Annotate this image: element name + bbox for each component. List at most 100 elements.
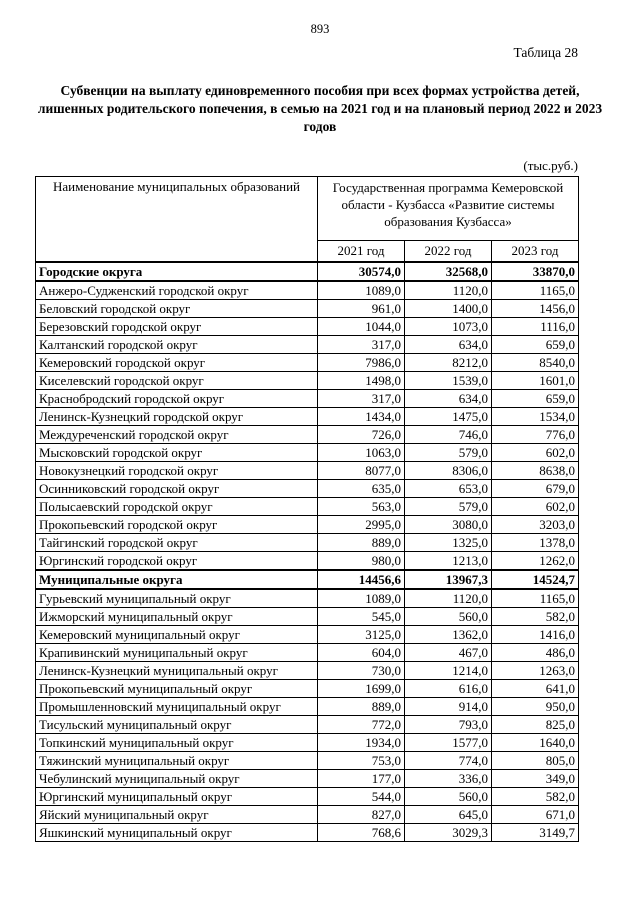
value-cell: 889,0	[317, 532, 405, 552]
table-row: Ижморский муниципальный округ 545,0 560,0 5…	[35, 606, 579, 626]
value-cell: 604,0	[317, 642, 405, 662]
column-header-municipalities: Наименование муниципальных образований	[35, 176, 318, 262]
value-cell: 1116,0	[491, 316, 579, 336]
municipality-name: Киселевский городской округ	[35, 370, 318, 390]
value-cell: 961,0	[317, 298, 405, 318]
municipality-name: Ленинск-Кузнецкий городской округ	[35, 406, 318, 426]
value-cell: 486,0	[491, 642, 579, 662]
table-row: Новокузнецкий городской округ 8077,0 8306,…	[35, 460, 579, 480]
table-body: Городские округа 30574,0 32568,0 33870,0 Анж…	[35, 260, 579, 842]
value-cell: 336,0	[404, 768, 492, 788]
value-cell: 3125,0	[317, 624, 405, 644]
municipality-name: Яйский муниципальный округ	[35, 804, 318, 824]
value-cell: 1073,0	[404, 316, 492, 336]
header-row-program: Наименование муниципальных образований Г…	[35, 176, 579, 262]
municipality-name: Анжеро-Судженский городской округ	[35, 280, 318, 300]
municipality-name: Яшкинский муниципальный округ	[35, 822, 318, 842]
value-cell: 7986,0	[317, 352, 405, 372]
value-cell: 774,0	[404, 750, 492, 770]
value-cell: 1263,0	[491, 660, 579, 680]
value-cell: 1601,0	[491, 370, 579, 390]
value-cell: 1165,0	[491, 588, 579, 608]
table-row: Чебулинский муниципальный округ 177,0 336,…	[35, 768, 579, 788]
table-row: Прокопьевский городской округ 2995,0 3080,…	[35, 514, 579, 534]
value-cell: 659,0	[491, 388, 579, 408]
table-row: Юргинский городской округ 980,0 1213,0 1262…	[35, 550, 579, 570]
table-row: Крапивинский муниципальный округ 604,0 467…	[35, 642, 579, 662]
table-row: Осинниковский городской округ 635,0 653,0 6…	[35, 478, 579, 498]
value-cell: 1498,0	[317, 370, 405, 390]
section-total-row: Городские округа 30574,0 32568,0 33870,0	[35, 260, 579, 282]
table-row: Юргинский муниципальный округ 544,0 560,0 5…	[35, 786, 579, 806]
value-cell: 726,0	[317, 424, 405, 444]
table-header: Наименование муниципальных образований Г…	[35, 176, 579, 262]
value-cell: 635,0	[317, 478, 405, 498]
value-cell: 544,0	[317, 786, 405, 806]
value-cell: 32568,0	[404, 260, 492, 282]
value-cell: 8540,0	[491, 352, 579, 372]
value-cell: 1214,0	[404, 660, 492, 680]
value-cell: 730,0	[317, 660, 405, 680]
value-cell: 679,0	[491, 478, 579, 498]
value-cell: 746,0	[404, 424, 492, 444]
value-cell: 3080,0	[404, 514, 492, 534]
value-cell: 914,0	[404, 696, 492, 716]
value-cell: 1044,0	[317, 316, 405, 336]
table-row: Анжеро-Судженский городской округ 1089,0 1…	[35, 280, 579, 300]
value-cell: 579,0	[404, 442, 492, 462]
value-cell: 2995,0	[317, 514, 405, 534]
municipality-name: Осинниковский городской округ	[35, 478, 318, 498]
value-cell: 659,0	[491, 334, 579, 354]
table-row: Гурьевский муниципальный округ 1089,0 1120…	[35, 588, 579, 608]
municipality-name: Березовский городской округ	[35, 316, 318, 336]
municipality-name: Промышленновский муниципальный округ	[35, 696, 318, 716]
table-row: Ленинск-Кузнецкий городской округ 1434,0 1…	[35, 406, 579, 426]
value-cell: 3149,7	[491, 822, 579, 842]
value-cell: 560,0	[404, 786, 492, 806]
value-cell: 1213,0	[404, 550, 492, 570]
table-row: Краснобродский городской округ 317,0 634,0…	[35, 388, 579, 408]
table-row: Промышленновский муниципальный округ 889,…	[35, 696, 579, 716]
value-cell: 1475,0	[404, 406, 492, 426]
table-row: Мысковский городской округ 1063,0 579,0 602…	[35, 442, 579, 462]
value-cell: 467,0	[404, 642, 492, 662]
table-row: Тайгинский городской округ 889,0 1325,0 137…	[35, 532, 579, 552]
table-row: Киселевский городской округ 1498,0 1539,0 1…	[35, 370, 579, 390]
value-cell: 14456,6	[317, 568, 405, 590]
value-cell: 1400,0	[404, 298, 492, 318]
column-header-year-2022: 2022 год	[404, 240, 492, 262]
value-cell: 579,0	[404, 496, 492, 516]
column-header-program: Государственная программа Кемеровской об…	[317, 176, 579, 241]
municipality-name: Прокопьевский городской округ	[35, 514, 318, 534]
value-cell: 1089,0	[317, 588, 405, 608]
value-cell: 1120,0	[404, 280, 492, 300]
municipality-name: Кемеровский муниципальный округ	[35, 624, 318, 644]
value-cell: 3029,3	[404, 822, 492, 842]
value-cell: 827,0	[317, 804, 405, 824]
table-row: Калтанский городской округ 317,0 634,0 659,…	[35, 334, 579, 354]
value-cell: 950,0	[491, 696, 579, 716]
value-cell: 1063,0	[317, 442, 405, 462]
value-cell: 889,0	[317, 696, 405, 716]
value-cell: 8077,0	[317, 460, 405, 480]
value-cell: 980,0	[317, 550, 405, 570]
value-cell: 793,0	[404, 714, 492, 734]
value-cell: 653,0	[404, 478, 492, 498]
value-cell: 1434,0	[317, 406, 405, 426]
municipality-name: Крапивинский муниципальный округ	[35, 642, 318, 662]
value-cell: 1325,0	[404, 532, 492, 552]
value-cell: 8638,0	[491, 460, 579, 480]
value-cell: 349,0	[491, 768, 579, 788]
municipality-name: Новокузнецкий городской округ	[35, 460, 318, 480]
table-row: Полысаевский городской округ 563,0 579,0 60…	[35, 496, 579, 516]
value-cell: 1089,0	[317, 280, 405, 300]
municipality-name: Топкинский муниципальный округ	[35, 732, 318, 752]
value-cell: 582,0	[491, 606, 579, 626]
value-cell: 1539,0	[404, 370, 492, 390]
value-cell: 602,0	[491, 496, 579, 516]
table-row: Кемеровский муниципальный округ 3125,0 136…	[35, 624, 579, 644]
units-label: (тыс.руб.)	[523, 158, 578, 173]
value-cell: 317,0	[317, 334, 405, 354]
subventions-table: Наименование муниципальных образований Г…	[35, 176, 579, 842]
